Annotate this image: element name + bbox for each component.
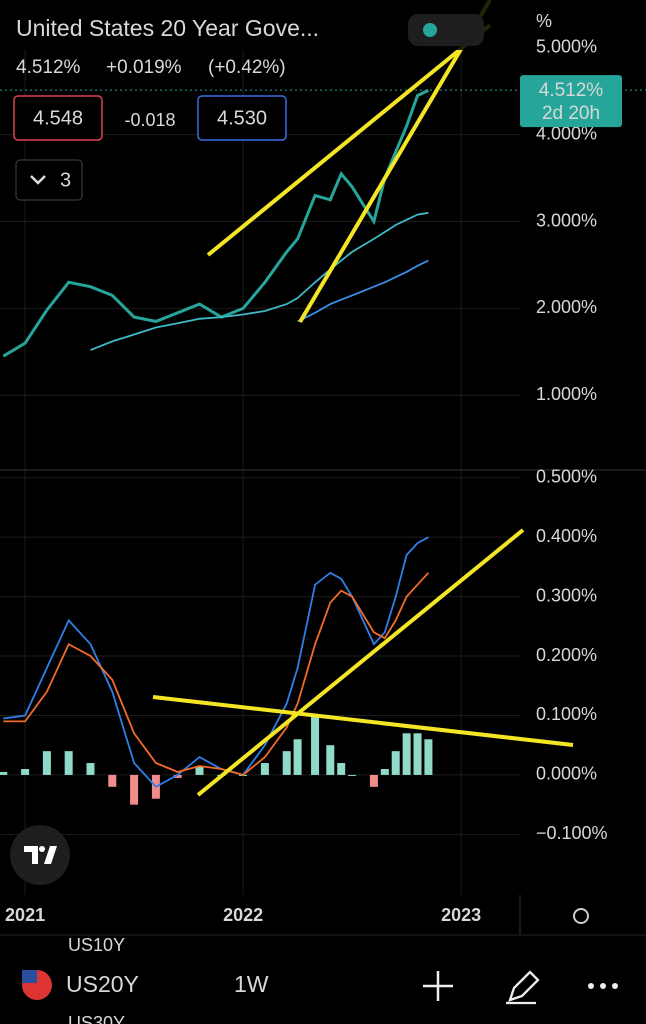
- trend-lines: [152, 0, 574, 797]
- status-dot: [423, 23, 437, 37]
- settings-icon[interactable]: [573, 908, 589, 924]
- series-line: [297, 259, 429, 323]
- histogram-bar: [311, 715, 320, 775]
- trend-line: [152, 695, 574, 747]
- histogram-bar: [86, 763, 95, 775]
- trend-line: [206, 23, 492, 257]
- flag-canton: [22, 970, 37, 983]
- histogram-bar: [337, 763, 346, 775]
- y-tick-label: 5.000%: [536, 37, 597, 57]
- y-tick-label: 4.000%: [536, 123, 597, 143]
- tv-logo[interactable]: [10, 825, 70, 885]
- logo-bg: [10, 825, 70, 885]
- y-tick-label: 0.200%: [536, 645, 597, 665]
- toggle[interactable]: [408, 14, 484, 46]
- countdown: 2d 20h: [542, 103, 600, 124]
- trend-line: [196, 528, 525, 797]
- bid: 4.548: [33, 107, 83, 129]
- histogram-bar: [413, 733, 422, 775]
- bid-box[interactable]: [13, 95, 103, 141]
- histogram-bar: [380, 768, 389, 775]
- add-icon[interactable]: [423, 971, 453, 1001]
- more-icon[interactable]: [588, 983, 618, 989]
- y-tick-label: 2.000%: [536, 297, 597, 317]
- series-line: [90, 211, 429, 351]
- logo: [24, 846, 57, 864]
- histogram-bar: [424, 739, 433, 775]
- histogram-bar: [369, 774, 378, 787]
- histogram-bar: [348, 774, 357, 776]
- y-tick-label: 1.000%: [536, 384, 597, 404]
- histogram-bar: [282, 751, 291, 775]
- dot: [600, 983, 606, 989]
- y-tick-label: 0.100%: [536, 704, 597, 724]
- series-line: [3, 572, 430, 776]
- y-tick-label: 0.300%: [536, 585, 597, 605]
- logo-dot: [39, 846, 45, 852]
- histogram-bar: [130, 774, 139, 805]
- price: 4.512%: [16, 57, 81, 78]
- histogram-bar: [293, 739, 302, 775]
- ask-box[interactable]: [197, 95, 287, 141]
- grid: [0, 0, 520, 895]
- x-tick-label: 2021: [5, 905, 45, 925]
- histogram-bar: [402, 733, 411, 775]
- indicator-toggle[interactable]: [15, 159, 83, 201]
- histogram-bar: [0, 771, 8, 775]
- histogram-bar: [108, 774, 117, 787]
- histogram-bar: [21, 768, 30, 775]
- histogram-bar: [326, 745, 335, 775]
- spread: -0.018: [124, 110, 175, 130]
- dot: [588, 983, 594, 989]
- last-price-label: 4.512%: [539, 80, 604, 101]
- histogram-bar: [42, 751, 51, 775]
- change-pct: (+0.42%): [208, 57, 286, 78]
- y-tick-label: 0.400%: [536, 526, 597, 546]
- trend-line: [298, 0, 492, 324]
- y-tick-label: 3.000%: [536, 210, 597, 230]
- draw-icon[interactable]: [506, 970, 540, 1005]
- last-price-box: [520, 75, 622, 128]
- histogram-bar: [391, 751, 400, 775]
- interval[interactable]: 1W: [234, 971, 269, 997]
- histogram-bar: [195, 766, 204, 775]
- change: +0.019%: [106, 57, 182, 78]
- series-line: [3, 536, 429, 788]
- y-tick-label: 0.000%: [536, 764, 597, 784]
- x-tick-label: 2022: [223, 905, 263, 925]
- ghost-symbol: US30Y: [68, 1013, 125, 1024]
- x-tick-label: 2023: [441, 905, 481, 925]
- y-tick-label: 0.500%: [536, 466, 597, 486]
- dot: [612, 983, 618, 989]
- y-tick-label: −0.100%: [536, 823, 608, 843]
- title: United States 20 Year Gove...: [16, 15, 319, 41]
- histogram-bar: [260, 763, 269, 775]
- histogram-bar: [173, 774, 182, 778]
- histogram-bar: [64, 751, 73, 775]
- chevron: [30, 175, 46, 185]
- unit: %: [536, 11, 552, 31]
- ask: 4.530: [217, 107, 267, 129]
- ghost-symbol: US10Y: [68, 935, 125, 955]
- symbol[interactable]: US20Y: [66, 971, 139, 997]
- indicator-count: 3: [60, 169, 71, 191]
